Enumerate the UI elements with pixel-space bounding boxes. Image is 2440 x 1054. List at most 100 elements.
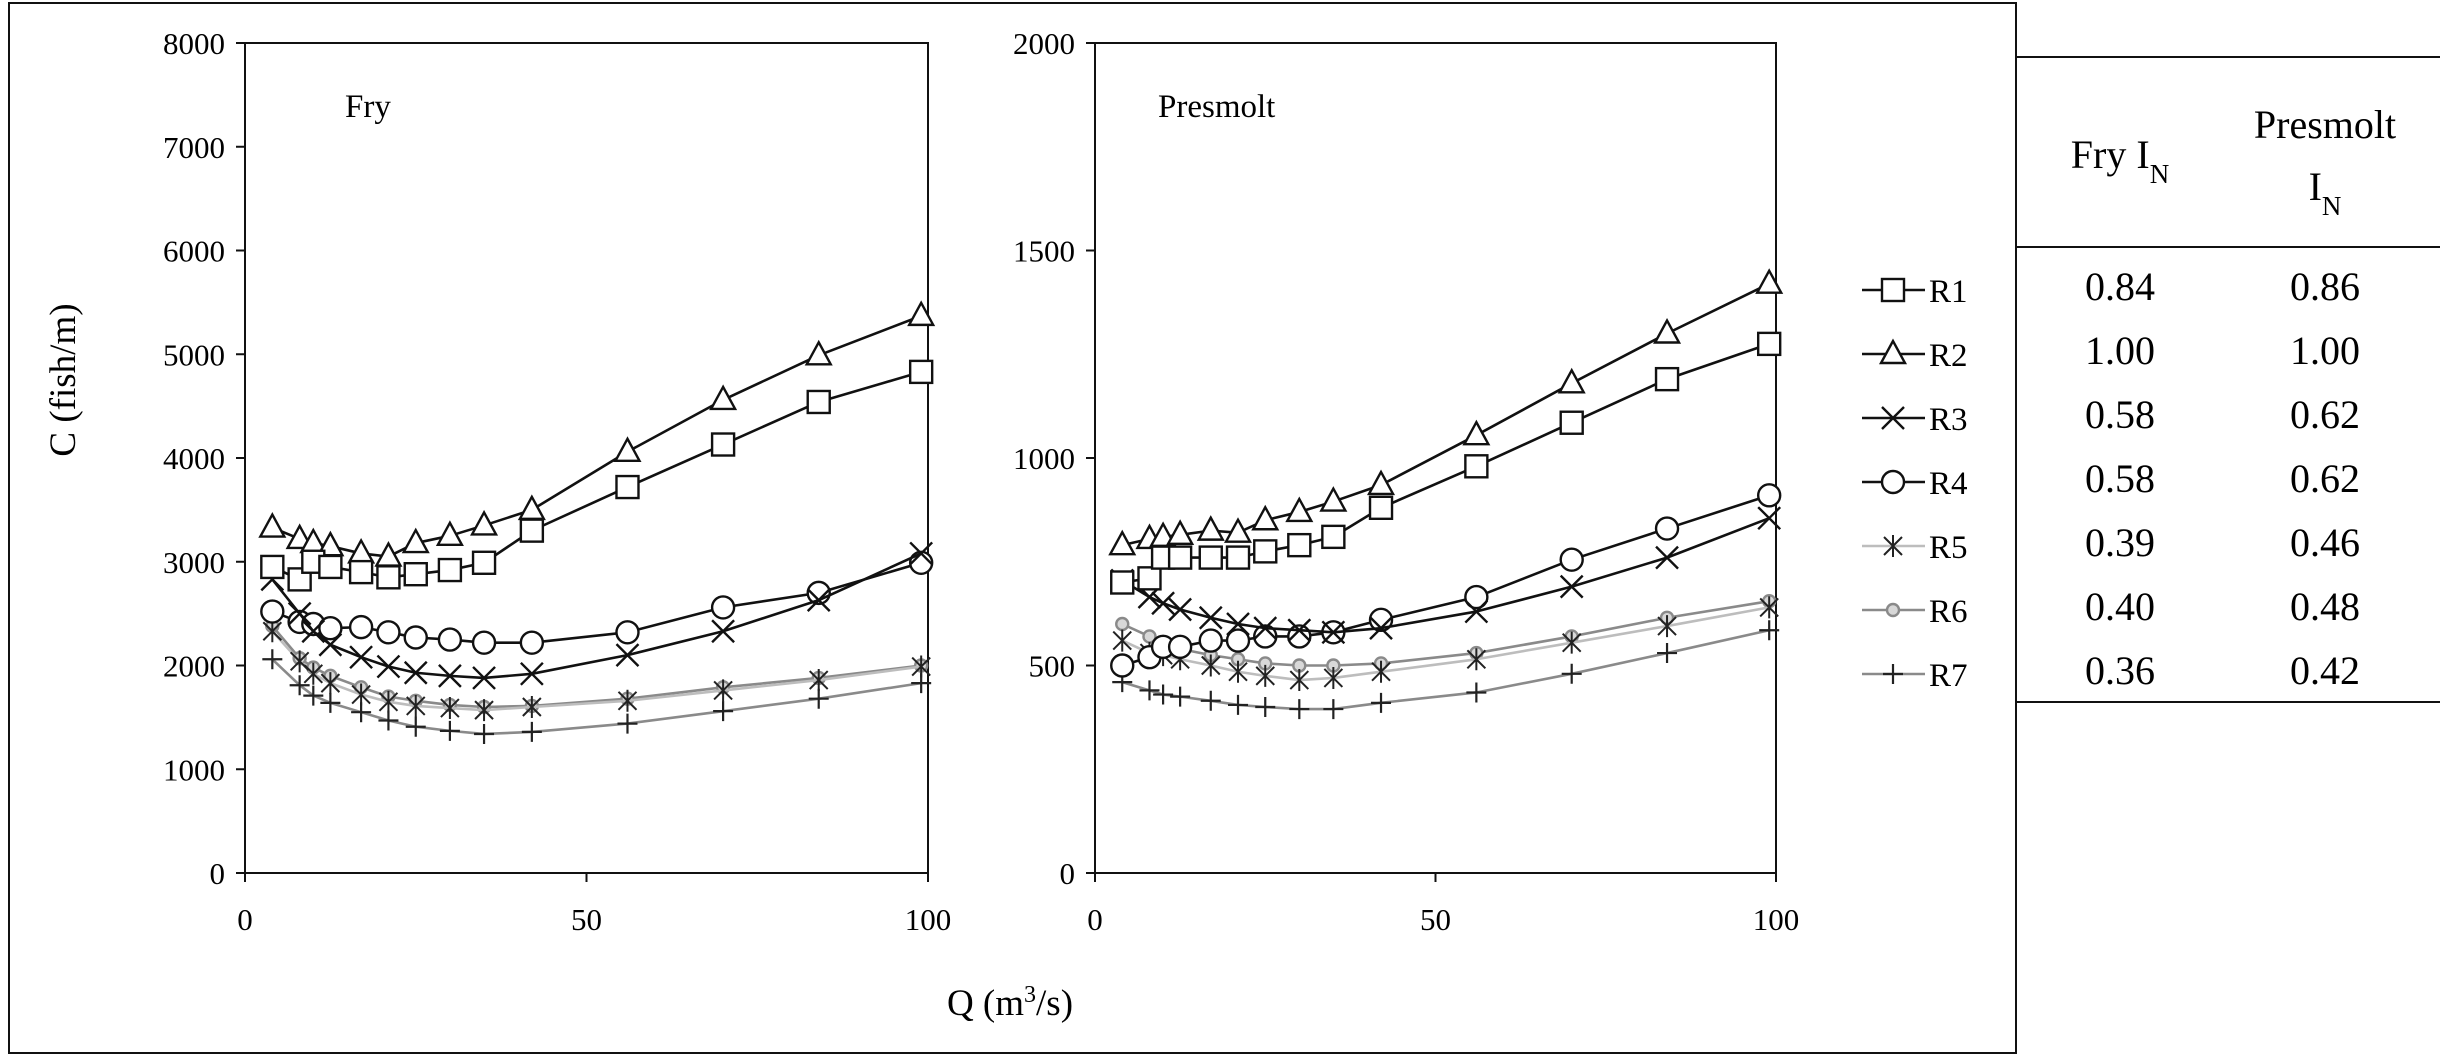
data-point-r4: [260, 599, 285, 624]
data-point-r4: [318, 615, 343, 641]
data-point-r1: [1253, 539, 1278, 564]
data-point-r1: [471, 550, 497, 575]
data-point-r7: [303, 685, 324, 706]
series-r4: [1110, 483, 1782, 678]
y-tick-label: 6000: [163, 234, 225, 269]
data-point-r4: [1225, 628, 1251, 653]
table-cell-presmolt: 0.62: [2290, 456, 2360, 501]
data-point-r1: [615, 474, 640, 500]
table-cell-fry: 0.58: [2085, 392, 2155, 437]
table-cell-presmolt: 1.00: [2290, 328, 2360, 373]
data-point-r2: [1462, 419, 1491, 446]
table-header-presmolt-line2: IN: [2309, 164, 2342, 221]
x-axis-title-sup: 3: [1024, 982, 1036, 1008]
data-point-r7: [1371, 692, 1392, 713]
table-header-presmolt-sub: N: [2322, 191, 2342, 221]
legend-label: R3: [1929, 402, 1968, 438]
x-tick-label: 100: [905, 902, 952, 937]
data-point-r5: [911, 655, 931, 678]
y-tick-label: 2000: [1013, 26, 1075, 61]
legend-marker: [1885, 602, 1901, 618]
data-point-r1: [348, 559, 374, 585]
data-point-r3: [615, 643, 640, 667]
panel-label-fry: Fry: [345, 89, 391, 125]
series-r4: [260, 550, 934, 655]
data-point-r5: [303, 662, 324, 685]
data-point-r1: [710, 432, 736, 457]
data-point-r5: [617, 689, 638, 712]
data-point-r5: [320, 672, 341, 695]
data-point-r2: [470, 509, 499, 536]
data-point-r7: [1323, 699, 1344, 720]
data-point-r4: [471, 630, 497, 655]
data-point-r5: [1228, 660, 1248, 683]
data-point-r7: [378, 710, 399, 731]
data-point-r2: [709, 384, 738, 411]
table-header-fry-sub: N: [2150, 159, 2170, 189]
data-point-r1: [1225, 545, 1251, 570]
data-point-r4: [1464, 584, 1489, 610]
data-point-r3: [1226, 612, 1250, 636]
data-point-r1: [437, 557, 463, 583]
data-point-r5: [1201, 654, 1221, 677]
data-point-r7: [405, 716, 426, 737]
table-cell-fry: 1.00: [2085, 328, 2155, 373]
data-point-r3: [1655, 545, 1679, 570]
data-point-r2: [1285, 496, 1314, 523]
data-point-r7: [1153, 684, 1174, 705]
table-cell-presmolt: 0.46: [2290, 520, 2360, 565]
legend-marker: [1883, 664, 1903, 684]
data-point-r5: [1289, 669, 1310, 692]
data-point-r4: [519, 630, 545, 655]
x-axis-title-tail: /s): [1036, 983, 1073, 1024]
data-point-r2: [1223, 517, 1253, 543]
data-point-r3: [1369, 616, 1393, 640]
y-tick-label: 1500: [1013, 234, 1075, 269]
data-point-r4: [403, 625, 428, 650]
legend-label: R7: [1929, 658, 1968, 694]
y-tick-label: 2000: [163, 649, 225, 684]
series-r2: [1108, 268, 1784, 556]
index-table: Fry IN Presmolt IN 0.84 0.861.00 1.000.58 0…: [2016, 56, 2440, 703]
data-point-r3: [711, 619, 735, 644]
data-point-r5: [1657, 615, 1677, 638]
legend-item-r4: R4: [1862, 466, 1968, 502]
plot-area-frame: [1094, 42, 1777, 874]
data-point-r3: [438, 664, 462, 688]
data-point-r5: [474, 699, 494, 722]
data-point-r7: [320, 692, 341, 713]
legend-label: R2: [1929, 338, 1968, 374]
y-tick-label: 0: [210, 856, 226, 891]
table-cell-presmolt: 0.86: [2290, 264, 2360, 309]
plot-area-frame: [244, 42, 929, 874]
data-point-r1: [806, 389, 831, 415]
data-point-r3: [1253, 616, 1278, 640]
data-point-r5: [713, 679, 733, 702]
panel-label-presmolt: Presmolt: [1158, 89, 1275, 125]
series-r7: [1112, 620, 1780, 720]
data-point-r3: [1151, 591, 1175, 616]
y-tick-label: 1000: [1013, 441, 1075, 476]
data-point-r4: [1654, 516, 1680, 541]
series-r7: [262, 649, 932, 744]
legend: R1 R2 R3 R4 R5 R6 R7: [1862, 274, 1968, 694]
table-row: 0.58 0.62: [2085, 392, 2360, 437]
data-point-r1: [1654, 366, 1680, 392]
data-point-r3: [806, 588, 831, 612]
data-point-r2: [435, 520, 464, 547]
data-point-r1: [1198, 545, 1223, 570]
data-point-r2: [517, 494, 546, 521]
table-header-presmolt-line1: Presmolt: [2254, 102, 2396, 147]
legend-label: R1: [1929, 274, 1968, 310]
data-point-r3: [1287, 618, 1312, 643]
x-axis-title: Q (m3/s): [947, 982, 1073, 1024]
table-body: 0.84 0.86 1.00 1.00 0.58 0.62 0.58 0.62 0.39 0.46…: [2085, 264, 2360, 693]
data-point-r5: [378, 690, 399, 713]
data-point-r2: [1755, 268, 1784, 294]
data-point-r5: [406, 694, 426, 717]
data-point-r7: [474, 723, 495, 744]
data-point-r7: [1139, 680, 1160, 701]
series-r5: [262, 620, 931, 722]
